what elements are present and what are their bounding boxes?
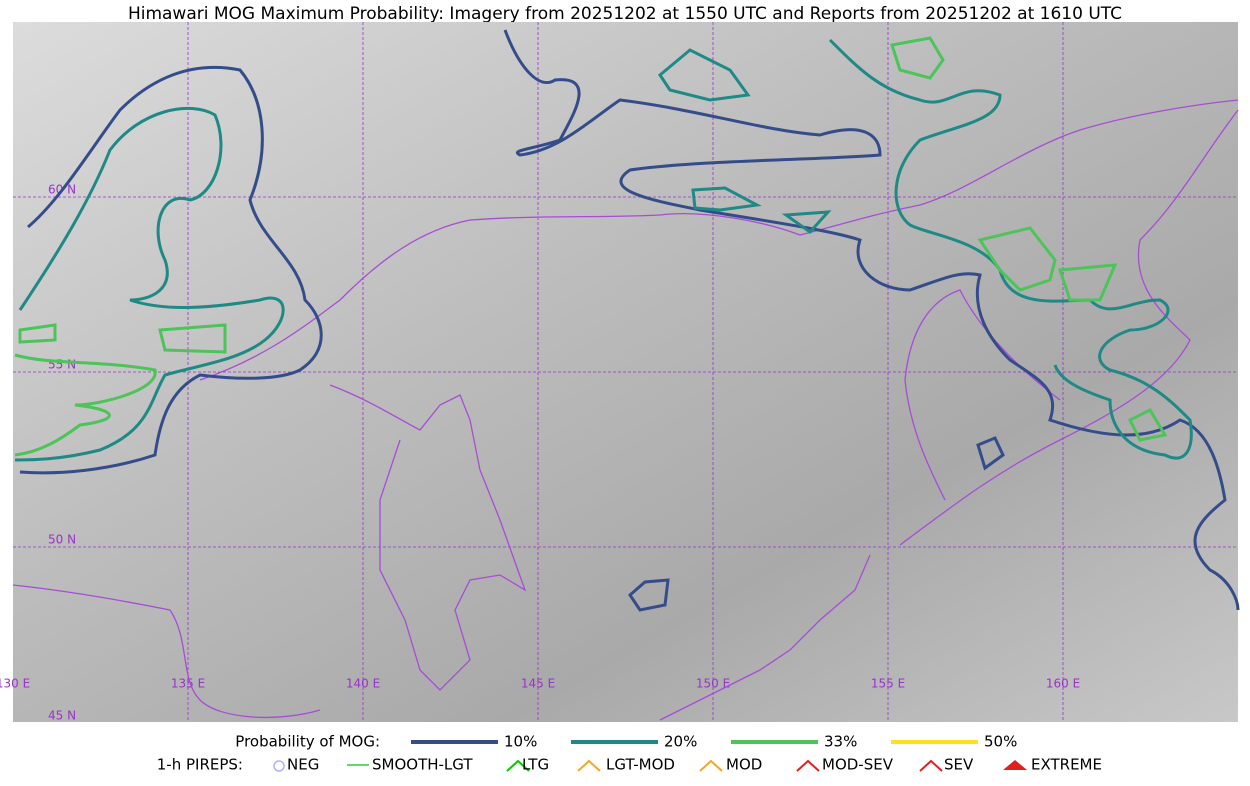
longitude-label: 155 E	[871, 677, 905, 691]
latitude-label: 50 N	[48, 533, 76, 547]
legend-label: MOD-SEV	[822, 756, 894, 774]
longitude-label: 160 E	[1046, 677, 1080, 691]
legend-title: Probability of MOG:	[235, 733, 380, 751]
pirep-icon	[919, 759, 943, 772]
legend-label: EXTREME	[1031, 756, 1102, 774]
pirep-icon	[1003, 760, 1027, 770]
pirep-icon	[796, 759, 820, 772]
coastlines	[12, 99, 1239, 721]
legend-label: SEV	[944, 756, 974, 774]
legend-label: NEG	[287, 756, 319, 774]
legend-title: 1-h PIREPS:	[157, 756, 243, 774]
longitude-label: 145 E	[521, 677, 555, 691]
legend-label: MOD	[726, 756, 762, 774]
mog-contours	[14, 29, 1240, 612]
legend: Probability of MOG: 1-h PIREPS: 10% 20% 33…	[157, 733, 1102, 774]
longitude-label: 135 E	[171, 677, 205, 691]
pirep-icon	[577, 759, 601, 772]
longitude-label: 150 E	[696, 677, 730, 691]
latitude-label: 45 N	[48, 709, 76, 723]
longitude-label: 130 E	[0, 677, 30, 691]
pirep-icon	[273, 760, 285, 772]
legend-label: 10%	[504, 733, 537, 751]
legend-label: 33%	[824, 733, 857, 751]
legend-label: 50%	[984, 733, 1017, 751]
pirep-icon	[699, 759, 723, 772]
legend-label: SMOOTH-LGT	[372, 756, 473, 774]
longitude-label: 140 E	[346, 677, 380, 691]
legend-label: LGT-MOD	[606, 756, 675, 774]
legend-label: 20%	[664, 733, 697, 751]
legend-label: LTG	[522, 756, 549, 774]
pirep-icon	[506, 759, 530, 772]
map-title: Himawari MOG Maximum Probability: Imager…	[128, 4, 1122, 24]
